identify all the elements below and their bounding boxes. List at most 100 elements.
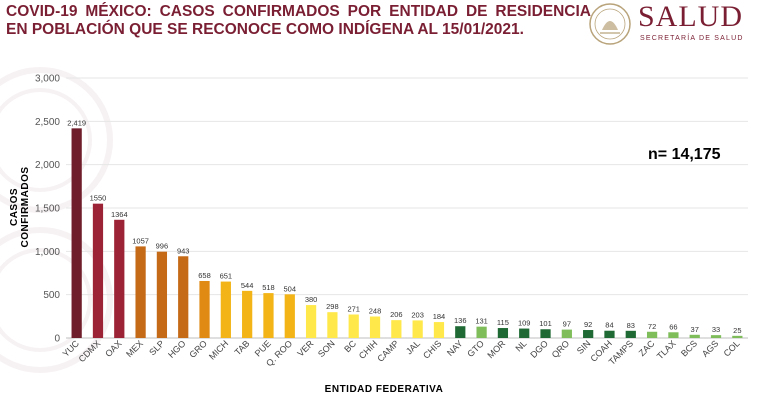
bar-value-label: 2,419: [67, 118, 86, 127]
x-tick-label: SON: [316, 338, 337, 359]
x-tick-label: CHIS: [421, 338, 443, 360]
bar-value-label: 84: [605, 321, 613, 330]
x-tick-label: NAY: [445, 338, 465, 358]
x-tick-label: DGO: [528, 338, 550, 360]
x-tick-label: CAMP: [375, 338, 400, 363]
bar-value-label: 97: [563, 320, 571, 329]
bar: [710, 335, 722, 338]
bar-value-label: 1057: [132, 236, 149, 245]
bar: [263, 293, 274, 338]
y-tick-label: 3,000: [35, 74, 60, 85]
x-tick-label: QRO: [550, 338, 572, 360]
x-tick-label: MICH: [207, 338, 230, 361]
x-tick-label: TLAX: [655, 338, 678, 361]
page-title: COVID-19 MÉXICO: CASOS CONFIRMADOS POR E…: [6, 3, 591, 38]
bar-value-label: 92: [584, 320, 592, 329]
y-tick-label: 1,000: [35, 247, 60, 258]
bar-value-label: 1364: [111, 210, 128, 219]
bar-value-label: 184: [433, 312, 446, 321]
background-seal-watermark: [0, 67, 113, 373]
bar-value-label: 943: [177, 246, 190, 255]
bar-value-label: 115: [497, 318, 509, 327]
bar-value-label: 25: [733, 326, 741, 335]
bar: [199, 280, 210, 338]
bar-value-label: 101: [539, 319, 552, 328]
bar-value-label: 37: [691, 325, 699, 334]
brand-subtitle: SECRETARÍA DE SALUD: [640, 35, 744, 42]
bar: [433, 322, 445, 338]
x-tick-label: COL: [722, 338, 742, 358]
bar: [135, 246, 146, 338]
bar-value-label: 518: [262, 283, 275, 292]
bar: [583, 330, 594, 338]
bar-value-label: 544: [241, 281, 254, 290]
x-axis-label: ENTIDAD FEDERATIVA: [324, 384, 444, 395]
bar: [646, 331, 658, 338]
x-tick-label: HGO: [166, 338, 188, 360]
bar-value-label: 298: [326, 302, 339, 311]
bar: [497, 328, 509, 338]
bar: [284, 294, 295, 338]
x-tick-label: GTO: [465, 338, 486, 359]
bar-value-label: 109: [518, 319, 531, 328]
salud-logo: SALUD SECRETARÍA DE SALUD: [588, 0, 758, 46]
bar: [220, 281, 231, 338]
bar: [625, 330, 636, 338]
bar-value-label: 83: [627, 321, 635, 330]
bar: [178, 256, 189, 338]
bar-value-label: 996: [156, 242, 169, 251]
bar-value-label: 1550: [90, 194, 107, 203]
bar: [156, 251, 168, 338]
bar-value-label: 248: [369, 307, 382, 316]
bar-value-label: 380: [305, 295, 318, 304]
brand-name: SALUD: [638, 0, 744, 33]
bar: [92, 203, 104, 338]
bar: [455, 326, 466, 338]
bar: [391, 320, 402, 338]
bar: [732, 335, 743, 338]
bar: [519, 328, 530, 338]
x-tick-label: AGS: [700, 338, 721, 359]
bar: [604, 330, 615, 338]
x-tick-label: MEX: [124, 338, 145, 359]
bar: [348, 314, 359, 338]
bar: [561, 329, 572, 338]
bar-value-label: 658: [198, 271, 211, 280]
bar-value-label: 504: [284, 284, 297, 293]
bar: [327, 312, 338, 338]
bar: [305, 305, 317, 338]
y-tick-label: 0: [54, 334, 60, 345]
y-tick-label: 1,500: [35, 204, 60, 215]
bar-value-label: 66: [669, 322, 677, 331]
bar: [476, 326, 487, 338]
bar-value-label: 136: [454, 316, 467, 325]
bar-value-label: 271: [347, 305, 360, 314]
bar: [369, 316, 381, 338]
y-tick-label: 2,500: [35, 117, 60, 128]
bar: [114, 219, 125, 338]
x-tick-label: ZAC: [637, 338, 657, 358]
bar: [540, 329, 551, 338]
bar-value-label: 131: [475, 317, 488, 326]
bar: [242, 290, 253, 338]
bar-value-label: 203: [411, 310, 424, 319]
x-tick-label: CDMX: [77, 338, 103, 364]
x-tick-label: MOR: [485, 338, 507, 360]
y-tick-label: 500: [43, 290, 60, 301]
bar-value-label: 651: [220, 272, 233, 281]
x-tick-label: OAX: [103, 338, 124, 359]
bar: [668, 332, 679, 338]
x-tick-label: NL: [513, 338, 528, 353]
x-tick-label: BCS: [679, 338, 699, 358]
x-tick-label: BC: [342, 338, 358, 354]
bar-value-label: 33: [712, 325, 720, 334]
bar-value-label: 72: [648, 322, 656, 331]
x-tick-label: GRO: [187, 338, 209, 360]
x-tick-label: VER: [295, 338, 316, 359]
bar: [689, 334, 700, 338]
x-tick-label: JAL: [404, 338, 422, 356]
bar: [71, 128, 82, 338]
x-tick-label: SIN: [575, 338, 593, 356]
bar: [412, 320, 423, 338]
